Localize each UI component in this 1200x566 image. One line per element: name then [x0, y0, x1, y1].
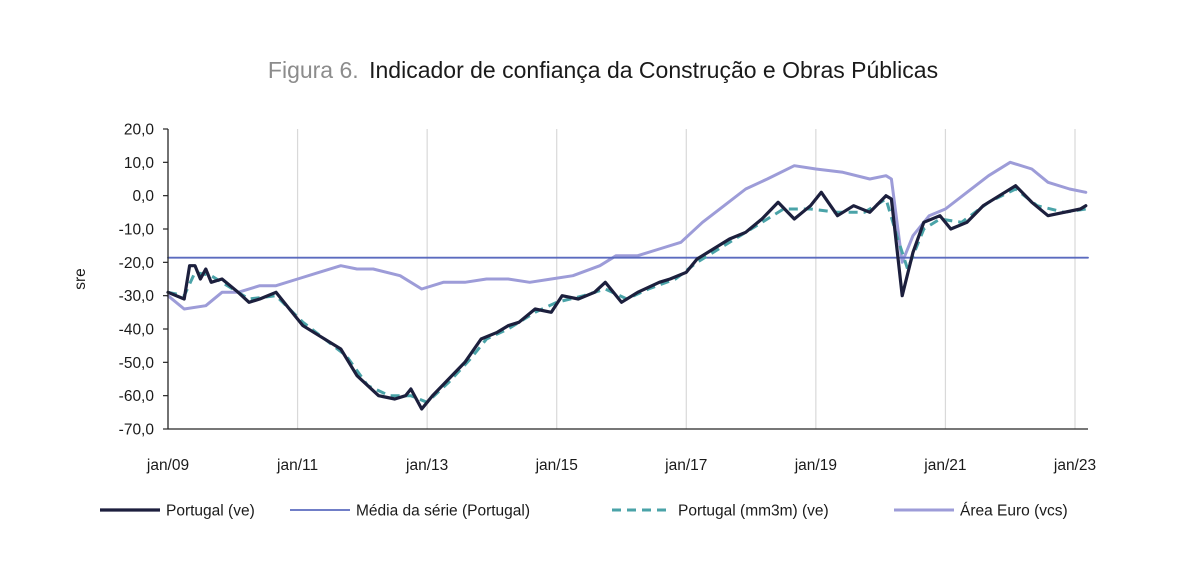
x-tick-label: jan/15	[535, 457, 578, 474]
series-portugal	[166, 184, 1088, 411]
y-tick-labels: 20,0 10,0 0,0 -10,0 -20,0 -30,0 -40,0 -50,0 -60,…	[119, 122, 155, 439]
x-tick-labels: jan/09 jan/11 jan/13 jan/15 jan/17 jan/19 jan/…	[146, 457, 1096, 474]
x-tick-label: jan/23	[1053, 457, 1096, 474]
y-tick-label: -70,0	[119, 422, 155, 439]
title-prefix: Figura 6.	[268, 57, 359, 83]
legend-label-portugal: Portugal (ve)	[166, 503, 255, 520]
y-tick-label: -20,0	[119, 255, 155, 272]
x-tick-label: jan/19	[794, 457, 837, 474]
y-tick-label: -60,0	[119, 388, 155, 405]
legend: Portugal (ve) Média da série (Portugal) Po…	[100, 503, 1068, 520]
y-axis-label: sre	[72, 268, 89, 290]
series-area-euro	[166, 160, 1088, 311]
y-tick-label: 0,0	[132, 188, 154, 205]
x-tick-label: jan/21	[923, 457, 966, 474]
series-portugal-mm3m	[167, 187, 1087, 404]
x-tick-label: jan/17	[664, 457, 707, 474]
axes	[163, 128, 1088, 430]
x-tick-label: jan/11	[276, 457, 318, 474]
y-tick-label: 10,0	[124, 155, 155, 172]
y-tick-label: -30,0	[119, 288, 155, 305]
y-tick-label: 20,0	[124, 122, 155, 139]
x-tick-label: jan/13	[405, 457, 448, 474]
y-tick-label: -10,0	[119, 222, 155, 239]
y-tick-label: -50,0	[119, 355, 155, 372]
legend-label-portugal-mm3m: Portugal (mm3m) (ve)	[678, 503, 829, 520]
chart-title: Figura 6. Indicador de confiança da Cons…	[268, 57, 938, 83]
vertical-gridlines	[296, 129, 1076, 429]
title-main: Indicador de confiança da Construção e O…	[369, 57, 938, 83]
x-tick-label: jan/09	[146, 457, 189, 474]
legend-label-media: Média da série (Portugal)	[356, 503, 530, 520]
y-tick-label: -40,0	[119, 322, 155, 339]
series-group	[166, 160, 1089, 411]
legend-label-area-euro: Área Euro (vcs)	[960, 503, 1068, 520]
